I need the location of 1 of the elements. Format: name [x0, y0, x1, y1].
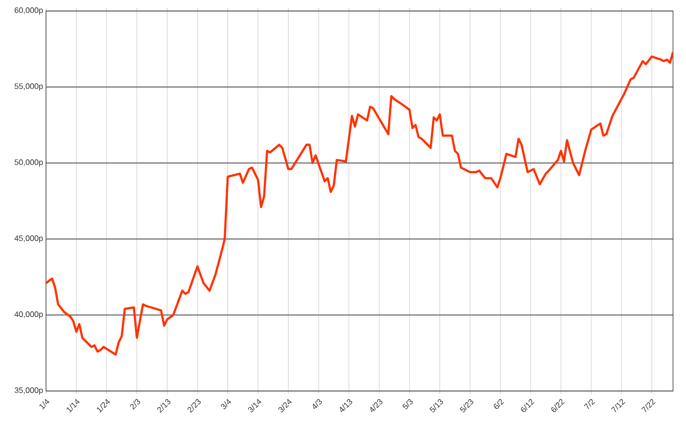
line-series	[46, 50, 674, 356]
